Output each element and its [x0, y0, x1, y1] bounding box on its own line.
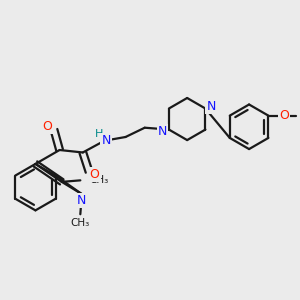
Text: O: O [279, 109, 289, 122]
Text: O: O [90, 168, 100, 181]
Text: N: N [101, 134, 111, 147]
Text: CH₃: CH₃ [71, 218, 90, 228]
Text: N: N [77, 194, 87, 207]
Text: CH₃: CH₃ [89, 175, 108, 185]
Text: O: O [42, 120, 52, 133]
Text: N: N [206, 100, 216, 113]
Text: N: N [158, 124, 167, 138]
Text: H: H [95, 129, 104, 139]
